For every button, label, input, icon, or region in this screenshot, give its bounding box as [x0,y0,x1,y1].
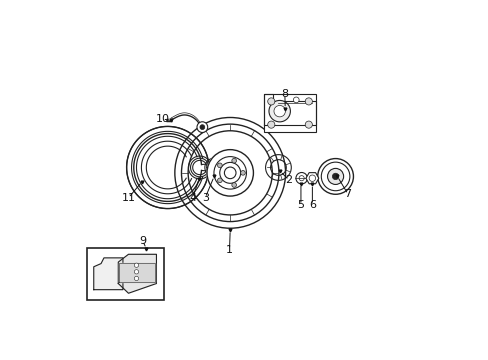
Text: 8: 8 [281,89,288,99]
Text: 10: 10 [155,114,169,124]
Circle shape [293,97,299,103]
Circle shape [134,276,138,280]
Circle shape [206,150,253,196]
Circle shape [200,125,204,130]
Polygon shape [119,263,154,282]
Polygon shape [94,258,122,290]
Circle shape [267,121,274,128]
Text: 7: 7 [344,189,351,199]
Bar [87,248,164,300]
Circle shape [327,168,343,184]
Text: 4: 4 [189,193,196,203]
Circle shape [317,158,353,194]
Polygon shape [305,173,318,184]
Circle shape [332,173,338,180]
Polygon shape [118,254,156,293]
Text: 6: 6 [308,200,315,210]
Circle shape [197,122,207,132]
Bar [264,94,315,132]
Circle shape [305,121,312,128]
Circle shape [240,171,245,175]
Text: 11: 11 [121,193,135,203]
Text: 1: 1 [225,245,232,255]
Text: 2: 2 [285,175,292,185]
Circle shape [231,158,236,163]
Circle shape [273,105,285,117]
Circle shape [217,178,222,183]
Circle shape [175,117,285,228]
Circle shape [268,100,290,122]
Text: 9: 9 [139,236,146,246]
Text: 3: 3 [201,193,208,203]
Circle shape [305,98,312,105]
Circle shape [231,183,236,187]
Circle shape [134,263,138,267]
Circle shape [134,270,138,274]
Circle shape [267,98,274,105]
Circle shape [217,163,222,168]
Text: 5: 5 [297,200,304,210]
